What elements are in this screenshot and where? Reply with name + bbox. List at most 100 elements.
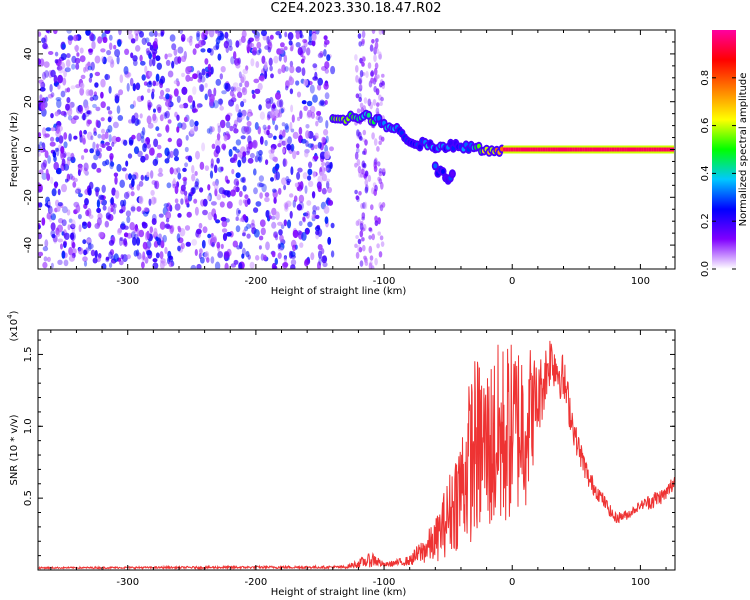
noise-cell [280,224,285,230]
noise-cell [66,53,71,59]
noise-cell [297,184,303,192]
noise-cell [162,261,168,267]
noise-cell [283,219,287,227]
noise-cell [219,73,223,80]
noise-cell [220,243,224,249]
noise-cell [286,143,292,151]
noise-cell [72,181,77,188]
noise-cell [55,97,62,102]
noise-cell [310,252,315,261]
noise-band-cell [373,54,377,63]
noise-cell [108,42,113,51]
noise-cell [120,254,124,260]
signal-cell [641,147,645,152]
noise-cell [230,97,237,103]
noise-cell [258,175,264,182]
noise-cell [165,211,172,220]
noise-cell [177,56,182,64]
colorbar-tick-label: 0.6 [700,118,711,134]
noise-cell [251,89,255,95]
noise-cell [41,217,46,226]
noise-cell [187,95,193,103]
noise-cell [277,221,283,226]
noise-band-cell [378,168,383,174]
noise-cell [139,54,143,62]
noise-cell [165,100,171,107]
noise-cell [271,221,277,229]
noise-cell [79,47,84,54]
noise-cell [215,138,221,147]
noise-cell [173,48,178,56]
noise-cell [302,216,306,221]
noise-cell [169,150,174,159]
noise-cell [109,160,114,170]
noise-cell [221,143,227,150]
spectrogram-ytick-label: -20 [23,189,34,205]
noise-cell [231,168,235,175]
noise-cell [290,128,295,133]
noise-cell [250,58,255,67]
snr-multiplier-close: ) [9,310,20,314]
noise-cell [83,260,88,267]
noise-cell [324,92,330,100]
page-title: C2E4.2023.330.18.47.R02 [270,1,442,16]
noise-cell [290,166,294,176]
noise-cell [147,88,151,93]
signal-cell [567,147,571,152]
snr-ytick-label: 0.5 [23,490,34,506]
noise-cell [324,216,329,224]
noise-cell [149,147,155,156]
snr-ytick-label: 1.5 [23,346,34,362]
noise-cell [57,224,63,233]
noise-cell [317,141,322,149]
noise-cell [237,159,242,168]
noise-cell [146,115,152,125]
noise-cell [303,105,308,112]
noise-band-cell [356,108,361,114]
noise-cell [126,216,131,224]
noise-band-cell [376,74,380,79]
noise-cell [207,233,212,239]
noise-cell [159,221,166,230]
noise-band-cell [354,189,358,195]
noise-cell [160,75,166,84]
snr-xtick-label: 0 [509,577,515,588]
noise-cell [223,82,229,90]
noise-cell [219,105,224,111]
noise-cell [147,99,152,106]
signal-cell [530,147,534,152]
noise-cell [91,162,97,170]
noise-band-cell [378,51,382,59]
noise-cell [217,250,223,258]
noise-cell [185,199,189,205]
noise-cell [273,55,279,64]
noise-band-cell [373,67,378,76]
noise-cell [226,231,232,237]
noise-cell [119,179,125,188]
noise-cell [299,30,303,38]
noise-cell [226,201,233,209]
noise-cell [57,259,63,265]
noise-cell [323,35,328,41]
signal-cell [648,147,652,152]
noise-cell [66,30,72,34]
noise-cell [245,126,252,135]
noise-cell [214,261,221,269]
noise-cell [163,203,169,208]
noise-cell [191,164,195,174]
noise-band-cell [363,255,367,260]
noise-cell [110,207,114,213]
noise-band-cell [359,102,364,109]
noise-band-cell [376,243,380,249]
noise-cell [77,214,82,220]
signal-cell [542,147,546,152]
noise-cell [244,126,250,135]
noise-band-cell [358,84,363,92]
signal-cell [587,147,591,152]
noise-cell [152,258,158,263]
noise-cell [61,219,67,227]
noise-cell [66,158,71,166]
noise-cell [106,145,113,151]
noise-cell [95,119,99,128]
noise-band-cell [371,132,375,140]
